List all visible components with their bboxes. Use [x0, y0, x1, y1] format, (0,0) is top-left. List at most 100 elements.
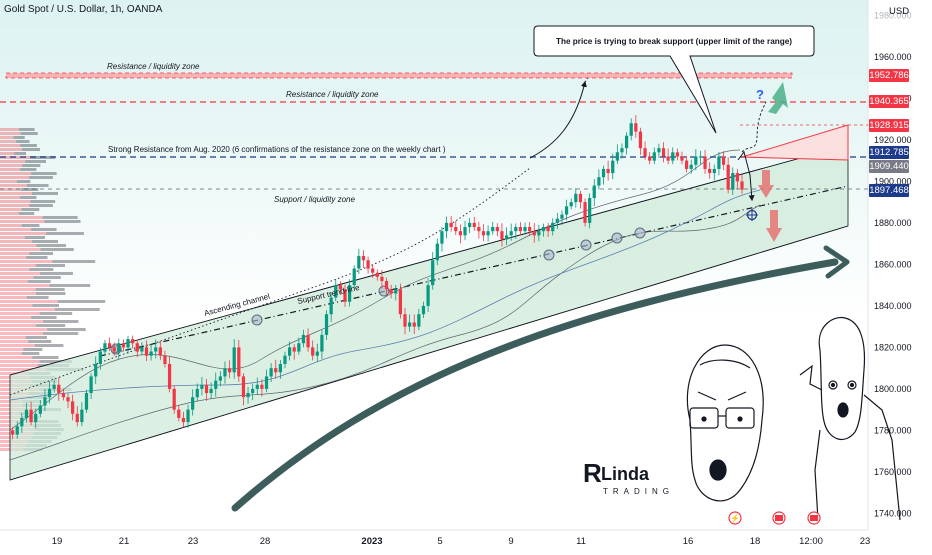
volume-profile-bar — [0, 224, 22, 227]
touch-point — [251, 314, 263, 326]
volume-profile-bar — [28, 340, 52, 343]
price-badge-1897: 1897.468 — [869, 184, 909, 197]
candle-body — [689, 164, 693, 169]
volume-profile-bar — [0, 160, 26, 163]
volume-profile-bar — [0, 340, 29, 343]
candle-body — [200, 384, 204, 389]
volume-profile-bar — [0, 172, 32, 175]
volume-profile-bar — [0, 212, 19, 215]
volume-profile-bar — [20, 196, 37, 199]
candle-body — [84, 393, 89, 410]
volume-profile-bar — [13, 136, 25, 139]
candle-body — [518, 227, 523, 232]
candle-body — [361, 256, 366, 261]
volume-profile-bar — [0, 232, 47, 235]
volume-profile-bar — [36, 244, 67, 247]
volume-profile-bar — [32, 356, 59, 359]
candle-body — [260, 384, 264, 389]
volume-profile-bar — [52, 260, 96, 263]
meme-face-right — [799, 316, 901, 521]
candle-body — [191, 397, 195, 410]
candle-body — [514, 227, 518, 232]
volume-profile-bar — [26, 256, 48, 259]
candle-body — [380, 276, 384, 281]
candle-body — [29, 409, 33, 423]
volume-profile-bar — [0, 412, 19, 415]
candle-body — [324, 314, 329, 335]
volume-profile-bar — [31, 228, 57, 231]
candle-body — [89, 376, 93, 394]
price-badge-1912: 1912.785 — [869, 146, 909, 159]
volume-profile-bar — [35, 264, 66, 267]
candle-body — [357, 256, 361, 269]
candle-body — [311, 347, 315, 356]
candle-body — [435, 243, 439, 261]
volume-profile-bar — [27, 280, 51, 283]
time-tick-label: 19 — [52, 536, 63, 547]
candle-body — [107, 343, 112, 348]
volume-profile-bar — [40, 248, 74, 251]
event-markers: ⚡ — [728, 511, 821, 525]
volume-profile-bar — [21, 224, 40, 227]
chart-title: Gold Spot / U.S. Dollar, 1h, OANDA — [4, 4, 163, 15]
volume-profile-bar — [18, 212, 35, 215]
volume-profile-bar — [0, 236, 25, 239]
candlestick-series — [11, 115, 744, 440]
price-badge-1940: 1940.365 — [869, 95, 909, 108]
volume-profile-bar — [0, 280, 28, 283]
candle-body — [163, 355, 167, 364]
volume-profile-bar — [0, 300, 58, 303]
candle-body — [167, 363, 172, 389]
candle-body — [731, 173, 735, 190]
volume-profile-bar — [0, 284, 50, 287]
volume-profile-bar — [39, 312, 73, 315]
channel-upper-line — [9, 144, 849, 376]
volume-profile-bar — [21, 148, 40, 151]
volume-profile-bar — [0, 276, 34, 279]
candle-body — [232, 347, 236, 373]
candle-body — [52, 384, 56, 389]
resistance-zone-label-1: Resistance / liquidity zone — [107, 62, 200, 71]
candle-body — [643, 148, 647, 157]
candle-body — [274, 368, 278, 373]
volume-profile-bar — [34, 344, 64, 347]
volume-profile-bar — [0, 216, 43, 219]
candle-body — [634, 123, 638, 132]
candle-body — [431, 260, 435, 286]
candle-body — [444, 222, 449, 232]
time-tick-label: 5 — [437, 536, 442, 547]
candle-body — [75, 413, 79, 423]
volume-profile-bar — [0, 332, 44, 335]
candle-body — [237, 347, 241, 377]
volume-profile-bar — [0, 360, 40, 363]
candle-body — [140, 347, 144, 352]
candle-body — [486, 231, 490, 236]
candle-body — [384, 280, 389, 290]
volume-profile-bar — [0, 364, 38, 367]
candle-body — [588, 197, 592, 223]
volume-profile-bar — [31, 240, 58, 243]
scenario-down-arrow — [737, 150, 755, 202]
volume-profile-bar — [29, 268, 54, 271]
volume-profile-bar — [21, 352, 40, 355]
volume-profile-bar — [31, 172, 57, 175]
volume-profile-bar — [26, 296, 49, 299]
volume-profile-bar — [29, 252, 53, 255]
question-mark: ? — [756, 87, 764, 102]
candle-body — [292, 347, 296, 352]
logo-text-top: Linda — [601, 464, 650, 484]
candle-body — [371, 268, 375, 273]
candle-body — [306, 334, 310, 348]
candle-body — [574, 193, 578, 203]
candle-body — [624, 135, 629, 149]
candle-body — [283, 355, 287, 364]
candle-body — [389, 289, 393, 294]
volume-profile-bar — [0, 240, 32, 243]
meme-face-left — [686, 344, 764, 502]
volume-profile-bar — [0, 228, 32, 231]
candle-body — [264, 376, 269, 389]
candle-body — [417, 314, 421, 327]
candle-body — [537, 231, 541, 236]
